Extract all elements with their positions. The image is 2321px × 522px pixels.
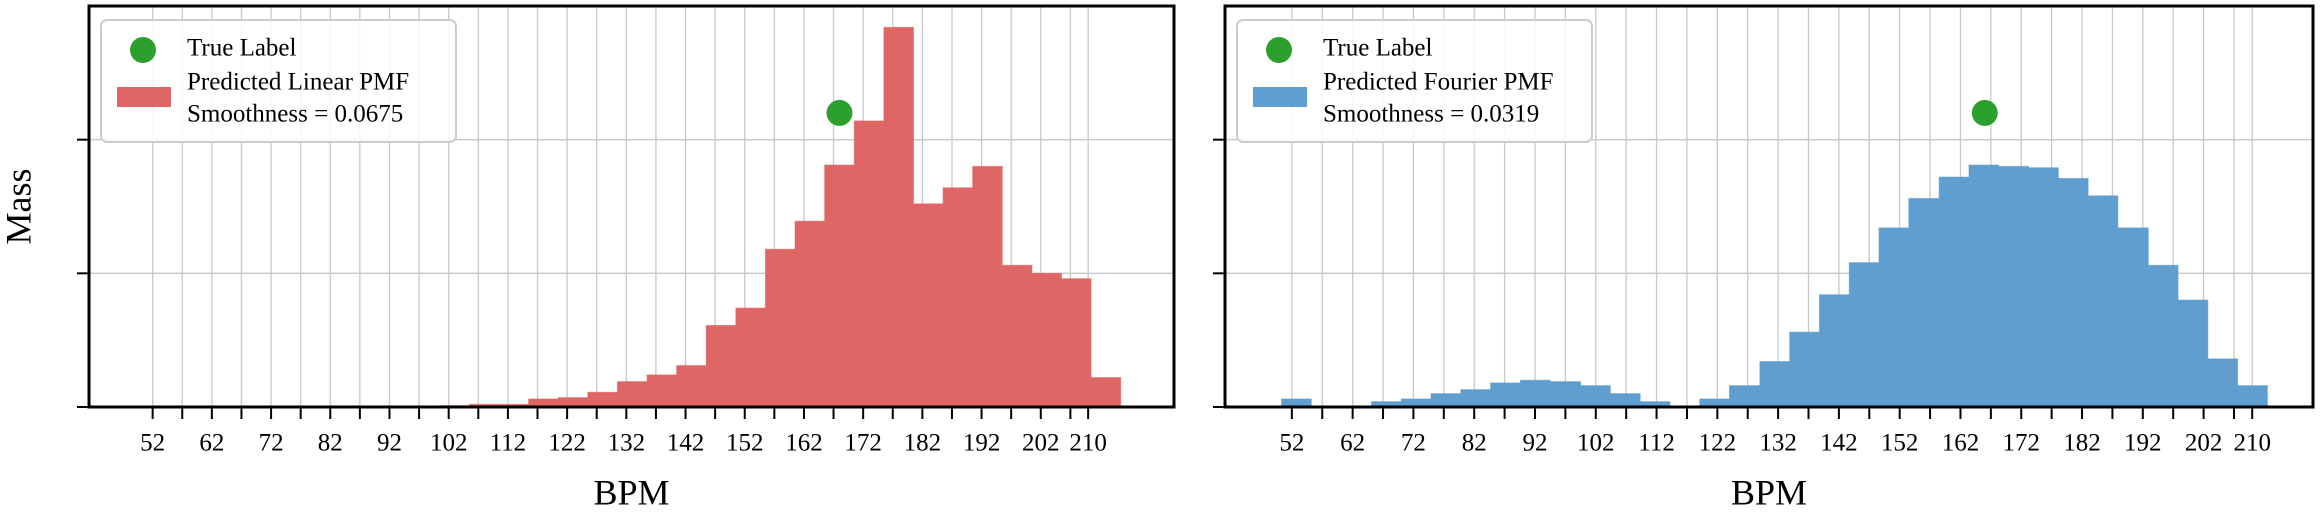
bar <box>1609 393 1641 408</box>
x-tick-label: 122 <box>548 430 586 457</box>
bar <box>2057 177 2089 408</box>
legend-marker <box>1266 37 1292 63</box>
legend-swatch <box>1253 87 1307 107</box>
legend-note: Smoothness = 0.0319 <box>1323 101 1539 128</box>
bar <box>972 165 1003 408</box>
true-label-point <box>1971 99 1998 126</box>
x-tick-label: 152 <box>1881 430 1919 457</box>
bar <box>764 248 796 408</box>
legend-label: Predicted Fourier PMF <box>1323 69 1554 96</box>
bar <box>1490 382 1521 408</box>
bar <box>853 120 885 408</box>
x-tick-label: 210 <box>1069 430 1107 457</box>
legend-label: True Label <box>187 35 297 62</box>
x-tick-label: 82 <box>1462 430 1487 457</box>
bar <box>1001 264 1033 408</box>
bar <box>942 187 974 408</box>
x-tick-label: 162 <box>1942 430 1980 457</box>
bar <box>1061 278 1092 408</box>
bar <box>1848 262 1880 408</box>
bar <box>1031 272 1063 408</box>
x-axis-label: BPM <box>1731 472 1807 512</box>
x-tick-label: 210 <box>2233 430 2271 457</box>
legend-frame <box>100 19 457 143</box>
x-tick-label: 92 <box>1522 430 1547 457</box>
legend-note: Smoothness = 0.0675 <box>187 101 403 128</box>
x-tick-label: 112 <box>490 430 527 457</box>
x-tick-label: 122 <box>1699 430 1737 457</box>
bar <box>1759 361 1791 408</box>
legend-label: Predicted Linear PMF <box>187 69 409 96</box>
bar <box>794 220 826 408</box>
bar <box>616 381 648 408</box>
bar <box>912 203 944 408</box>
x-tick-label: 172 <box>2002 430 2040 457</box>
legend-frame <box>1236 19 1593 143</box>
bar <box>646 374 678 408</box>
bar <box>1580 385 1611 408</box>
bar <box>1998 165 2030 408</box>
x-tick-label: 82 <box>318 430 343 457</box>
legend-swatch <box>117 87 171 107</box>
x-tick-label: 202 <box>1022 430 1060 457</box>
x-tick-label: 202 <box>2185 430 2223 457</box>
x-tick-label: 132 <box>1759 430 1797 457</box>
x-tick-label: 102 <box>1577 430 1615 457</box>
x-axis-label: BPM <box>593 472 669 512</box>
x-tick-label: 72 <box>1401 430 1426 457</box>
true-label-point <box>826 99 853 126</box>
x-tick-label: 142 <box>1820 430 1858 457</box>
bar <box>1938 176 1970 408</box>
x-tick-label: 192 <box>2124 430 2162 457</box>
bar <box>1789 331 1820 408</box>
legend-label: True Label <box>1323 35 1433 62</box>
x-tick-label: 172 <box>844 430 882 457</box>
bar <box>1549 381 1582 408</box>
bar <box>1460 389 1492 408</box>
bar <box>676 365 707 408</box>
x-tick-label: 132 <box>608 430 646 457</box>
bar <box>2028 167 2059 408</box>
bar <box>2117 227 2149 408</box>
bar <box>705 324 737 408</box>
x-tick-label: 92 <box>377 430 402 457</box>
bar <box>2207 358 2239 408</box>
axes-frame <box>87 4 1176 409</box>
bar <box>1728 385 1761 408</box>
bar <box>1908 197 1940 408</box>
y-axis-label: Mass <box>0 168 38 244</box>
bar <box>1090 377 1122 408</box>
axes-frame <box>1223 4 2315 409</box>
bar <box>824 164 855 408</box>
x-tick-label: 102 <box>430 430 468 457</box>
legend-marker <box>130 37 156 63</box>
bar <box>587 391 618 408</box>
x-tick-label: 72 <box>259 430 284 457</box>
x-tick-label: 162 <box>785 430 823 457</box>
x-tick-label: 62 <box>1340 430 1365 457</box>
bar <box>1818 294 1850 408</box>
x-tick-label: 142 <box>667 430 705 457</box>
bar <box>2147 264 2179 408</box>
bar <box>2237 385 2268 408</box>
bar <box>735 307 766 408</box>
x-tick-label: 52 <box>140 430 165 457</box>
bar <box>1968 164 2000 408</box>
bar <box>1878 227 1910 408</box>
bar <box>2177 299 2209 408</box>
bar <box>1430 393 1462 408</box>
x-tick-label: 182 <box>2063 430 2101 457</box>
bar <box>883 26 914 408</box>
x-tick-label: 52 <box>1279 430 1304 457</box>
x-tick-label: 182 <box>904 430 942 457</box>
x-tick-label: 152 <box>726 430 764 457</box>
x-tick-label: 112 <box>1638 430 1675 457</box>
bar <box>2087 195 2119 408</box>
x-tick-label: 192 <box>963 430 1001 457</box>
bar <box>1519 379 1551 408</box>
x-tick-label: 62 <box>199 430 224 457</box>
